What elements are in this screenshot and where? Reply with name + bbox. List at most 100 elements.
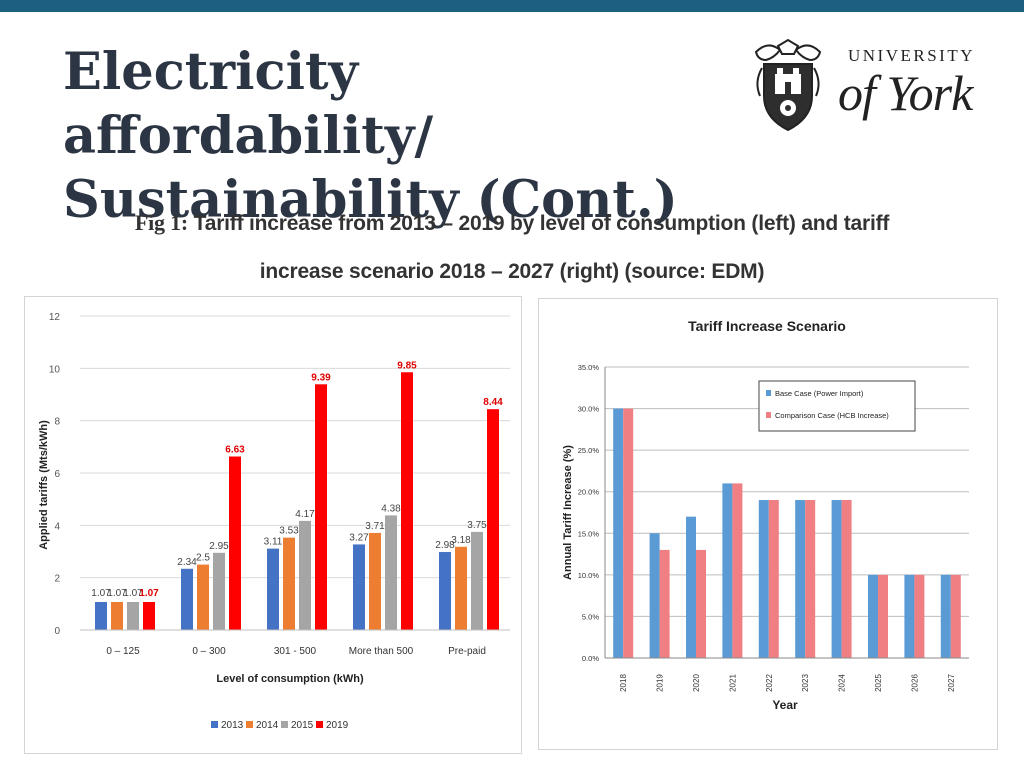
y-tick-label: 20.0% — [578, 488, 600, 497]
y-tick-label: 8 — [54, 417, 60, 428]
bar-2014 — [455, 546, 467, 630]
x-tick-label: 2022 — [765, 674, 774, 692]
legend-label-2019: 2019 — [326, 720, 349, 731]
y-axis-title: Annual Tariff Increase (%) — [562, 445, 574, 580]
x-tick-label: 2023 — [801, 674, 810, 692]
x-tick-label: 0 – 300 — [192, 646, 226, 657]
data-label: 2.98 — [435, 540, 455, 551]
x-tick-label: Pre-paid — [448, 646, 486, 657]
slide-title: Electricity affordability/ Sustainabilit… — [63, 42, 678, 230]
bar-base-case — [795, 500, 806, 658]
figure-caption-text: Tariff increase from 2013 – 2019 by leve… — [193, 212, 890, 235]
y-tick-label: 12 — [49, 312, 61, 323]
legend-label-2013: 2013 — [221, 720, 244, 731]
logo-york-text: of York — [838, 65, 973, 121]
bar-base-case — [649, 533, 660, 658]
x-axis-title: Year — [772, 698, 798, 712]
x-tick-label: 2025 — [874, 674, 883, 692]
x-tick-label: 2019 — [656, 674, 665, 692]
bar-base-case — [868, 574, 878, 658]
x-tick-label: 2026 — [910, 674, 919, 692]
bar-comparison-case — [841, 500, 852, 658]
data-label: 1.07 — [139, 588, 159, 599]
x-tick-label: 2020 — [692, 674, 701, 692]
legend: Base Case (Power Import) Comparison Case … — [758, 380, 916, 432]
y-axis-title: Applied tariffs (Mts/kWh) — [38, 420, 50, 550]
x-tick-label: 2018 — [619, 674, 628, 692]
y-tick-label: 35.0% — [578, 363, 600, 372]
data-label: 9.39 — [311, 372, 331, 383]
data-label: 3.75 — [467, 520, 487, 531]
y-tick-label: 0.0% — [582, 654, 599, 663]
figure-caption-line-2: increase scenario 2018 – 2027 (right) (s… — [259, 260, 765, 283]
y-tick-label: 6 — [54, 469, 60, 480]
data-label: 6.63 — [225, 445, 245, 456]
bar-2015 — [127, 602, 139, 630]
bar-base-case — [686, 516, 696, 658]
bar-base-case — [758, 500, 769, 658]
legend-label-2014: 2014 — [256, 720, 279, 731]
data-label: 1.07 — [91, 588, 111, 599]
data-label: 3.18 — [451, 535, 471, 546]
tariff-increase-scenario-chart: Tariff Increase Scenario 0.0% 5.0% 10.0% 15.… — [538, 298, 998, 750]
bar-comparison-case — [696, 549, 706, 658]
data-label: 3.71 — [365, 521, 385, 532]
y-tick-label: 5.0% — [582, 612, 599, 621]
y-tick-label: 2 — [54, 574, 60, 585]
bar-comparison-case — [768, 500, 779, 658]
y-tick-label: 10 — [49, 364, 61, 375]
data-label: 3.27 — [349, 532, 369, 543]
data-label: 1.07 — [107, 588, 127, 599]
x-tick-label: 2024 — [838, 674, 847, 692]
bar-2019 — [315, 384, 327, 630]
logo-university-text: UNIVERSITY — [848, 46, 975, 65]
data-label: 9.85 — [397, 360, 417, 371]
y-tick-label: 25.0% — [578, 446, 600, 455]
bar-2019 — [401, 372, 413, 630]
data-label: 4.17 — [295, 509, 315, 520]
legend-label: Comparison Case (HCB Increase) — [775, 411, 889, 420]
figure-caption-line-1: Fig 1: Tariff increase from 2013 – 2019 … — [30, 210, 994, 236]
tariff-by-consumption-chart: 0 2 4 6 8 10 12 Applied tariffs (Mts/kWh) 1.07 1.… — [24, 296, 522, 754]
bar-comparison-case — [950, 574, 961, 658]
data-label: 4.38 — [381, 503, 401, 514]
legend-swatch-2015 — [281, 721, 288, 728]
data-label: 3.53 — [279, 526, 299, 537]
bar-2013 — [267, 548, 279, 630]
bar-2014 — [111, 602, 123, 630]
legend-swatch-2014 — [246, 721, 253, 728]
top-accent-bar — [0, 0, 1024, 12]
data-label: 3.11 — [264, 537, 283, 548]
bar-base-case — [940, 574, 951, 658]
data-label: 2.95 — [209, 541, 229, 552]
data-label: 2.34 — [177, 557, 197, 568]
legend-label: Base Case (Power Import) — [775, 389, 864, 398]
data-label: 8.44 — [483, 397, 503, 408]
bar-2014 — [369, 532, 381, 630]
data-label: 2.5 — [196, 553, 210, 564]
x-tick-label: More than 500 — [349, 646, 414, 657]
bar-2019 — [229, 456, 241, 630]
legend-box — [758, 380, 916, 432]
university-crest-icon — [754, 38, 822, 132]
bar-base-case — [904, 574, 915, 658]
x-tick-label: 2027 — [947, 674, 956, 692]
y-tick-label: 0 — [54, 626, 60, 637]
legend-label-2015: 2015 — [291, 720, 314, 731]
bar-2015 — [385, 515, 397, 630]
bar-2013 — [181, 568, 193, 630]
tariff-increase-scenario-svg: Tariff Increase Scenario 0.0% 5.0% 10.0% 15.… — [562, 318, 969, 712]
legend-swatch — [766, 390, 771, 396]
bar-comparison-case — [914, 574, 925, 658]
x-tick-label: 2021 — [728, 674, 737, 692]
y-tick-label: 15.0% — [578, 529, 600, 538]
legend-swatch-2019 — [316, 721, 323, 728]
y-tick-label: 30.0% — [578, 405, 600, 414]
figure-caption-prefix: Fig 1: — [134, 210, 189, 235]
bar-2014 — [197, 564, 209, 630]
bar-2013 — [95, 602, 107, 630]
bar-comparison-case — [805, 500, 816, 658]
bar-2014 — [283, 537, 295, 630]
y-tick-label: 4 — [54, 521, 60, 532]
bar-comparison-case — [878, 574, 888, 658]
